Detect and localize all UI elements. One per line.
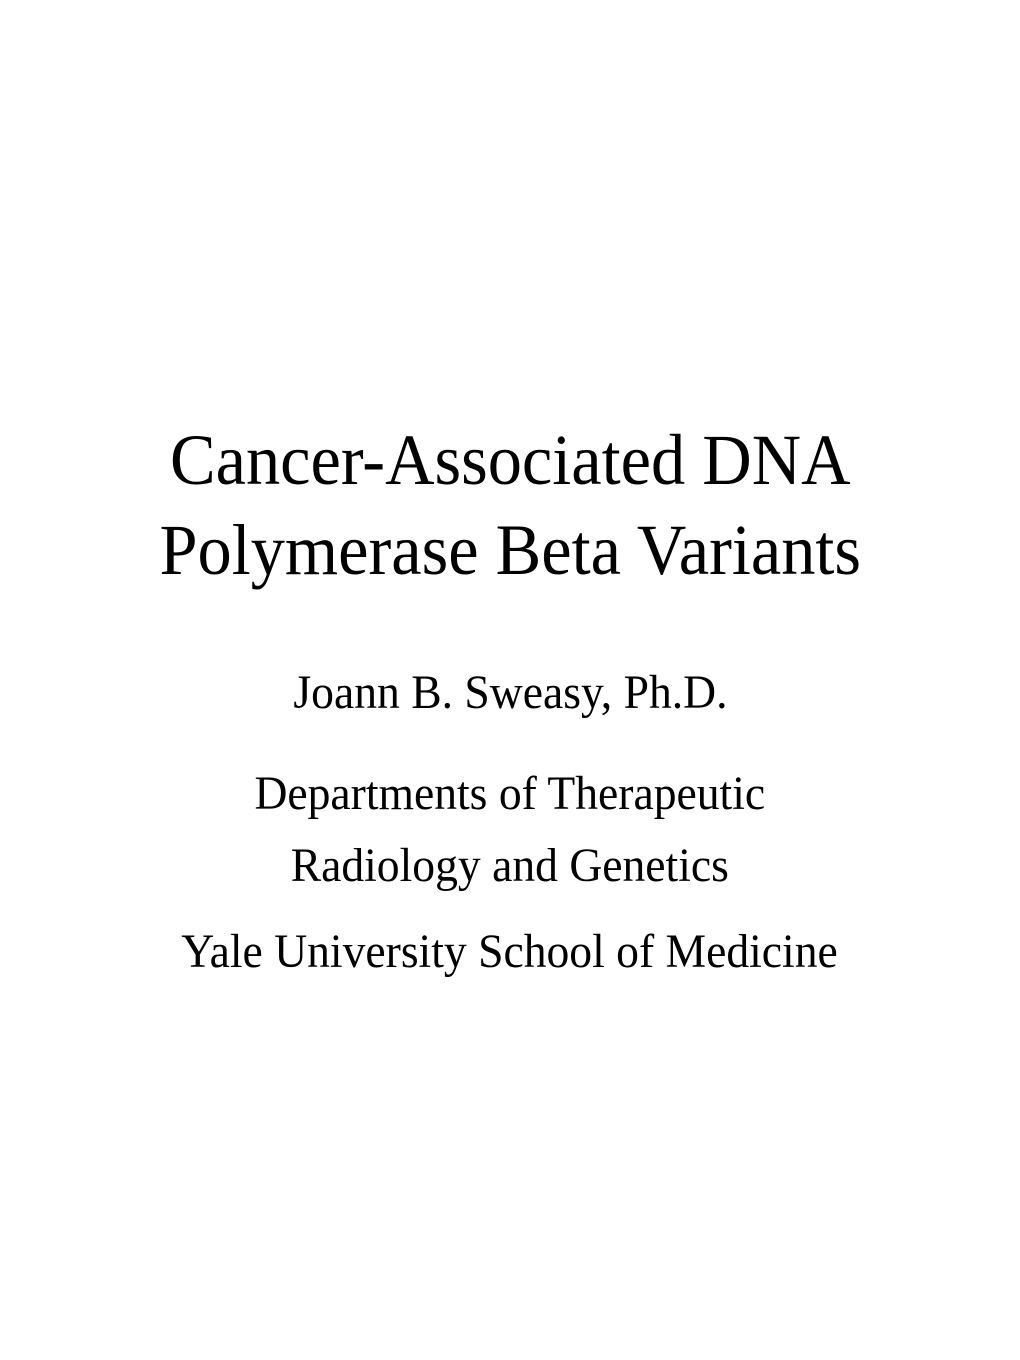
author-name: Joann B. Sweasy, Ph.D. [293,665,727,720]
title-line-2: Polymerase Beta Variants [159,505,861,595]
institution-name: Yale University School of Medicine [182,924,838,979]
department-line-2: Radiology and Genetics [255,830,766,902]
department-line-1: Departments of Therapeutic [255,758,766,830]
department-affiliation: Departments of Therapeutic Radiology and… [255,758,766,902]
title-line-1: Cancer-Associated DNA [159,415,861,505]
slide-title: Cancer-Associated DNA Polymerase Beta Va… [159,415,861,595]
